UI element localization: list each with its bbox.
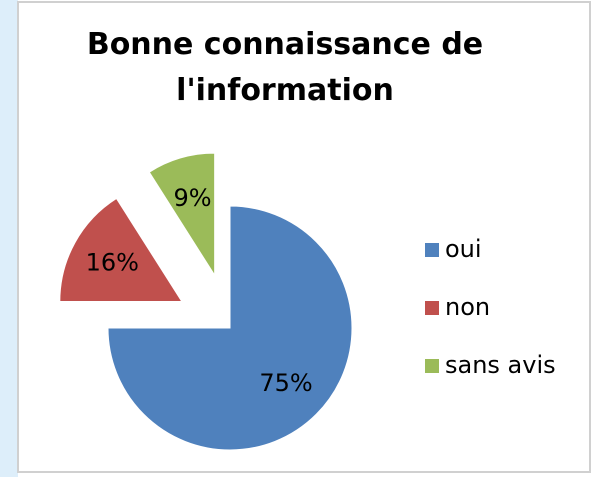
data-label: 9%	[173, 184, 211, 212]
side-band	[0, 0, 18, 477]
legend-label: oui	[445, 235, 482, 263]
legend-swatch	[425, 359, 439, 373]
data-label: 16%	[86, 248, 139, 276]
legend-swatch	[425, 243, 439, 257]
pie-slice	[59, 197, 183, 303]
pie-slice	[148, 152, 216, 277]
pie-slice	[107, 205, 353, 451]
legend-label: sans avis	[445, 351, 556, 379]
legend-label: non	[445, 293, 490, 321]
data-label: 75%	[259, 369, 312, 397]
legend-swatch	[425, 301, 439, 315]
chart-title: Bonne connaissance de l'information	[86, 27, 484, 108]
